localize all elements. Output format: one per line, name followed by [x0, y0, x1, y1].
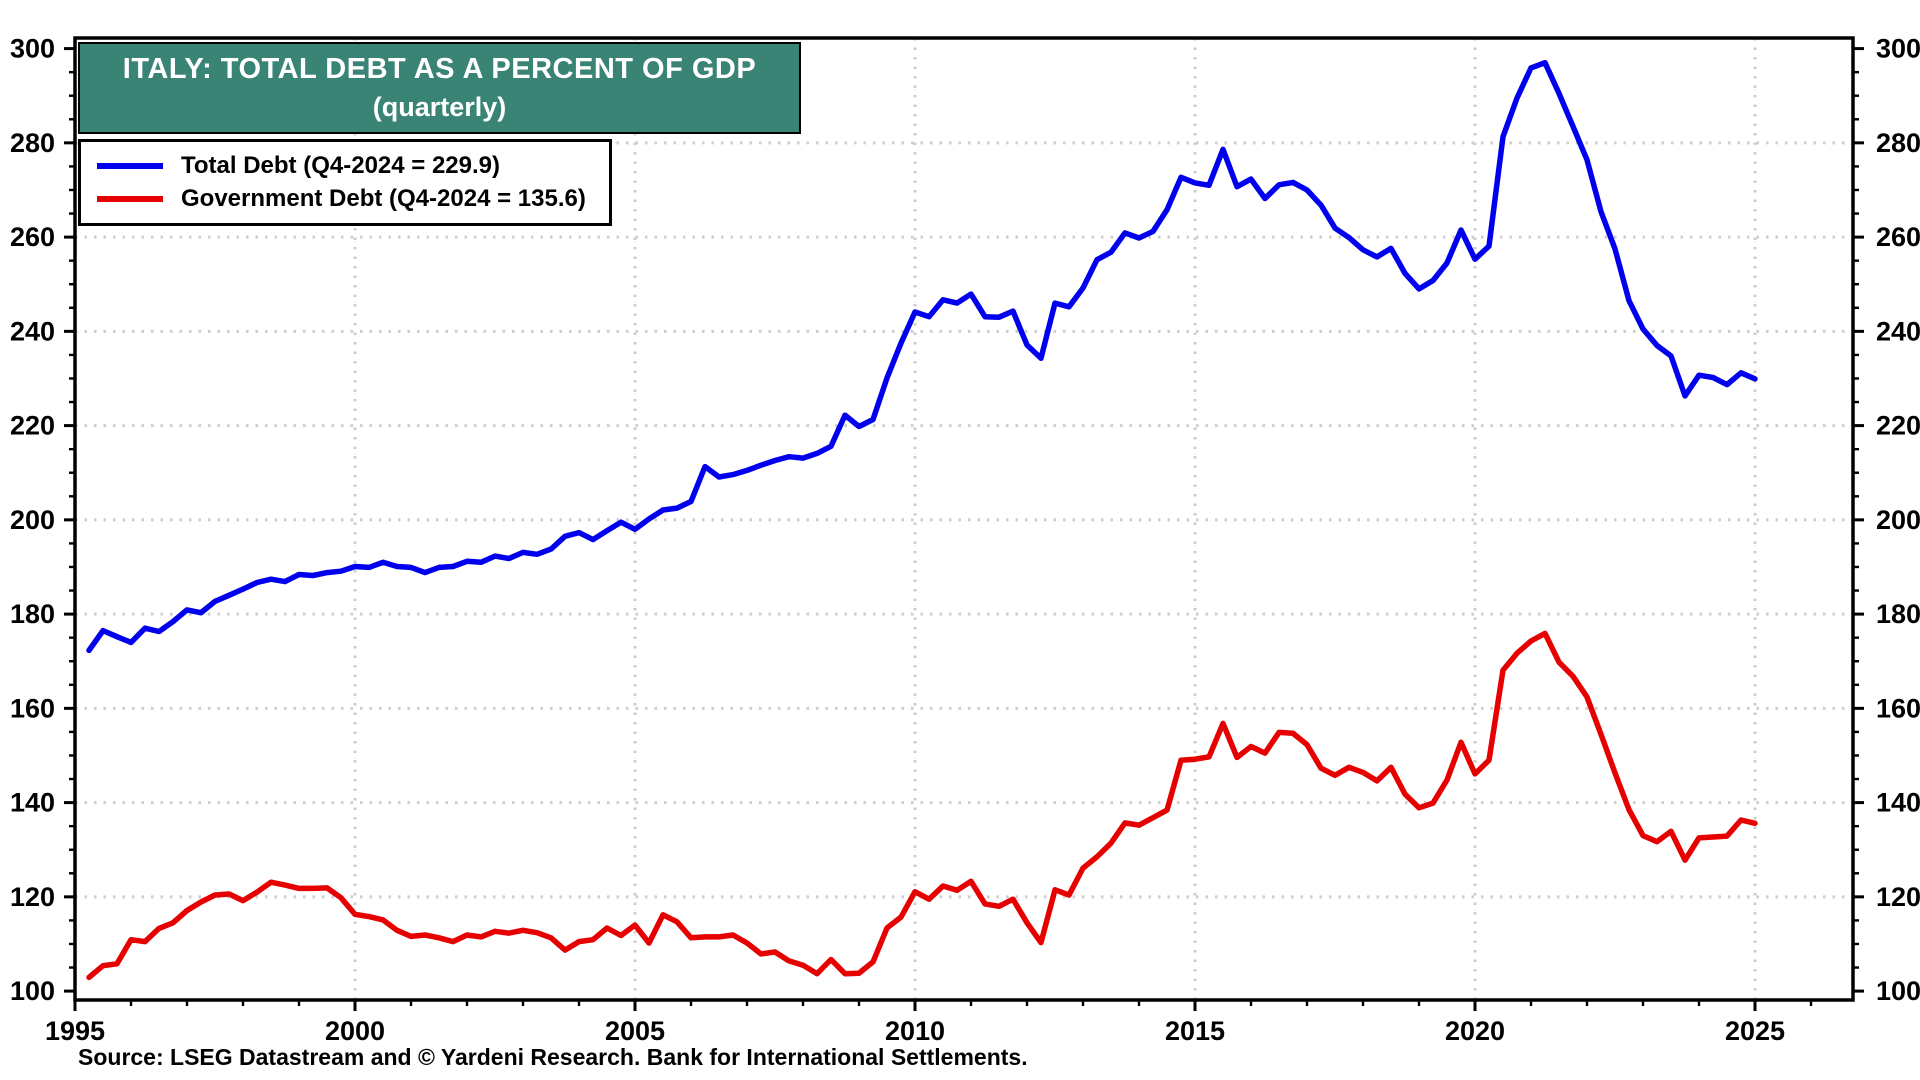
x-axis-label: 2000	[325, 1016, 385, 1046]
x-axis-label: 2015	[1165, 1016, 1225, 1046]
y-axis-label-right: 260	[1876, 222, 1920, 252]
y-axis-label-right: 140	[1876, 788, 1920, 818]
total-debt-line	[86, 59, 1758, 654]
legend-line-swatch	[97, 162, 163, 169]
x-axis-label: 2020	[1445, 1016, 1505, 1046]
y-axis-label-right: 180	[1876, 599, 1920, 629]
y-axis-label-left: 120	[10, 882, 55, 912]
y-axis-label-right: 160	[1876, 693, 1920, 723]
x-axis-label: 2005	[605, 1016, 665, 1046]
y-axis-label-right: 240	[1876, 316, 1920, 346]
y-axis-label-left: 280	[10, 128, 55, 158]
y-axis-label-left: 240	[10, 316, 55, 346]
legend-item: Total Debt (Q4-2024 = 229.9)	[81, 149, 609, 182]
y-axis-label-left: 180	[10, 599, 55, 629]
chart-title-box: ITALY: TOTAL DEBT AS A PERCENT OF GDP (q…	[78, 42, 801, 134]
chart-title: ITALY: TOTAL DEBT AS A PERCENT OF GDP	[122, 53, 757, 85]
y-axis-label-right: 200	[1876, 505, 1920, 535]
y-axis-label-right: 100	[1876, 976, 1920, 1006]
legend: Total Debt (Q4-2024 = 229.9) Government D…	[78, 139, 612, 226]
y-axis-label-right: 120	[1876, 882, 1920, 912]
government-debt-line	[86, 630, 1758, 981]
y-axis-label-left: 140	[10, 788, 55, 818]
legend-item: Government Debt (Q4-2024 = 135.6)	[81, 182, 609, 215]
y-axis-label-left: 100	[10, 976, 55, 1006]
y-axis-label-left: 220	[10, 411, 55, 441]
y-axis-label-right: 220	[1876, 411, 1920, 441]
y-axis-label-left: 200	[10, 505, 55, 535]
y-axis-label-right: 300	[1876, 34, 1920, 64]
y-axis-label-left: 260	[10, 222, 55, 252]
source-text: Source: LSEG Datastream and © Yardeni Re…	[78, 1044, 1028, 1070]
y-axis-label-left: 160	[10, 693, 55, 723]
x-axis-label: 2025	[1725, 1016, 1785, 1046]
x-axis-label: 2010	[885, 1016, 945, 1046]
y-axis-label-left: 300	[10, 34, 55, 64]
legend-label: Total Debt (Q4-2024 = 229.9)	[181, 151, 501, 179]
y-axis-label-right: 280	[1876, 128, 1920, 158]
legend-line-swatch	[97, 195, 163, 202]
x-axis-label: 1995	[45, 1016, 105, 1046]
legend-label: Government Debt (Q4-2024 = 135.6)	[181, 184, 586, 212]
chart-subtitle: (quarterly)	[372, 92, 507, 122]
